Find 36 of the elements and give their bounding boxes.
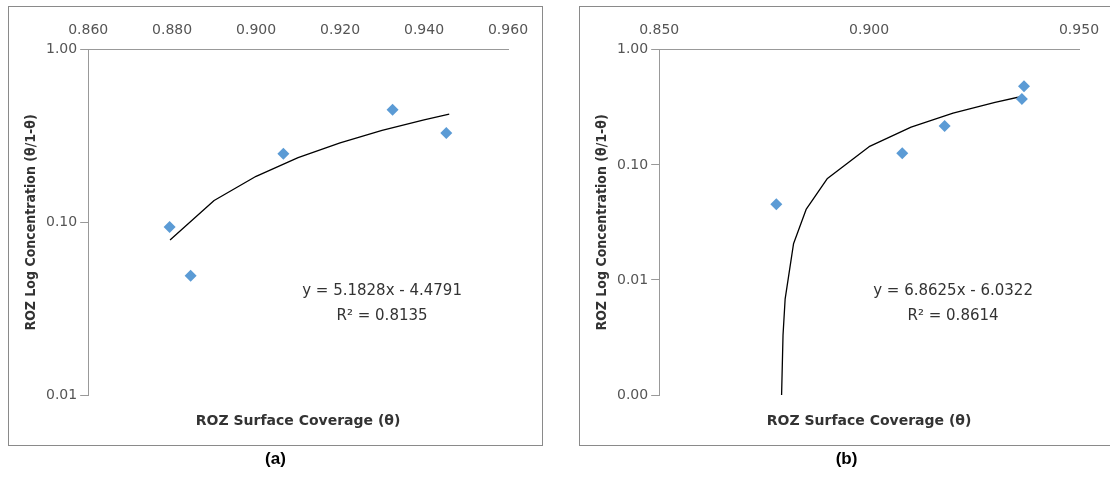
point (386, 103, 399, 116)
y-tick-label: 1.00 (617, 40, 649, 57)
x-tick-label: 0.860 (68, 21, 109, 38)
point (1015, 92, 1028, 105)
point (440, 126, 453, 139)
point (163, 221, 176, 234)
x-axis-title: ROZ Surface Coverage (θ) (195, 411, 401, 428)
x-tick-label: 0.900 (236, 21, 277, 38)
x-tick-label: 0.950 (1058, 21, 1100, 38)
x-tick-label: 0.900 (849, 21, 890, 38)
x-axis-title: ROZ Surface Coverage (θ) (766, 411, 972, 428)
text: (a) (264, 449, 287, 469)
text: (b) (834, 449, 859, 469)
point (184, 269, 197, 282)
x-tick-label: 0.850 (639, 21, 680, 38)
x-tick-label: 0.960 (487, 21, 529, 38)
y-axis-title: ROZ Log Concentration (θ/1-θ) (21, 114, 38, 331)
point (896, 147, 909, 160)
point (770, 198, 783, 211)
point (938, 119, 951, 132)
point (1018, 80, 1030, 93)
y-tick-label: 0.01 (617, 270, 649, 287)
x-tick-label: 0.940 (403, 21, 445, 38)
y-tick-label: 0.10 (46, 213, 78, 230)
annotation: y = 6.8625x - 6.0322 (873, 281, 1033, 300)
y-tick-label: 0.01 (46, 385, 78, 402)
y-tick-label: 0.00 (617, 385, 649, 402)
x-tick-label: 0.920 (320, 21, 361, 38)
y-tick-label: 1.00 (46, 40, 78, 57)
y-tick-label: 0.10 (617, 155, 649, 172)
y-axis-title: ROZ Log Concentration (θ/1-θ) (592, 114, 609, 331)
annotation: R² = 0.8614 (907, 306, 999, 325)
annotation: R² = 0.8135 (336, 306, 428, 325)
annotation: y = 5.1828x - 4.4791 (302, 281, 462, 300)
point (277, 147, 290, 160)
x-tick-label: 0.880 (152, 21, 193, 38)
